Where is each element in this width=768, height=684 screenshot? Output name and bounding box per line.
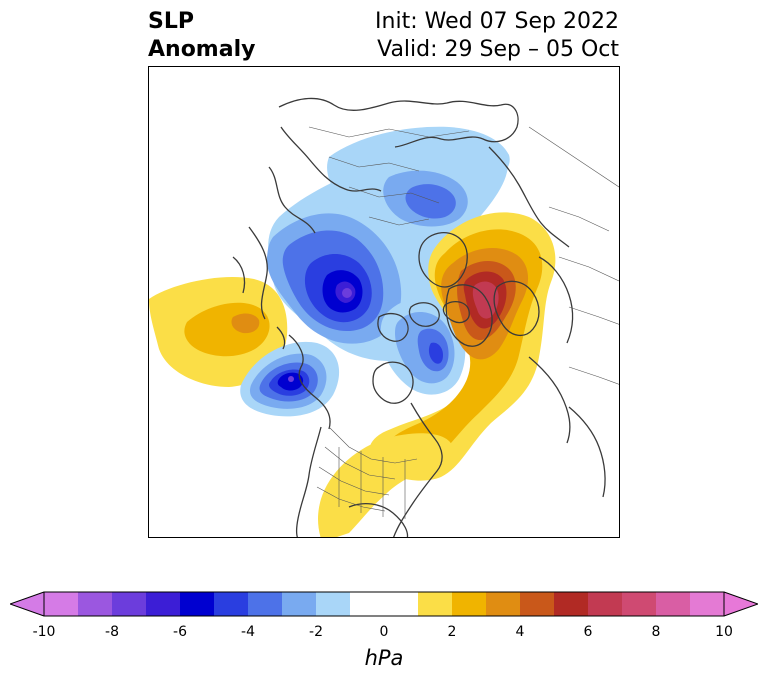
colorbar-cell [486,592,521,616]
colorbar-cell [180,592,215,616]
colorbar-cell [214,592,249,616]
colorbar-tick-label: 10 [715,624,733,640]
colorbar-cell [418,592,453,616]
colorbar-high-extend [724,592,758,616]
colorbar-tick-label: -10 [32,624,56,640]
colorbar-cell [350,592,385,616]
colorbar-tick-label: 4 [515,624,525,640]
colorbar-outline [43,591,725,617]
colorbar-cell [146,592,181,616]
colorbar-cell [588,592,623,616]
colorbar-tick-label: -2 [309,624,323,640]
colorbar-cell [622,592,657,616]
siberian-low-anomaly [327,126,510,236]
scandinavian-high-anomaly [369,212,556,481]
title-field-line2: Anomaly [148,37,256,62]
hudson-bay-low-anomaly [380,298,466,395]
colorbar-cell [112,592,147,616]
colorbar-tick-label: 8 [651,624,661,640]
colorbar-cell [384,592,419,616]
colorbar-cell [520,592,555,616]
colorbar-tick-labels: -10 -8 -6 -4 -2 0 2 4 6 8 10 [0,624,768,644]
colorbar-cell [44,592,79,616]
colorbar-tick-label: -4 [241,624,255,640]
colorbar-low-extend [10,592,44,616]
coastlines [232,97,606,537]
colorbar-cell [316,592,351,616]
title-valid-range: Valid: 29 Sep – 05 Oct [377,37,619,62]
colorbar-cells [44,592,725,616]
aleutian-high-anomaly [149,277,288,387]
colorbar-tick-label: -8 [105,624,119,640]
colorbar [10,591,758,617]
colorbar-tick-label: 6 [583,624,593,640]
colorbar-tick-label: -6 [173,624,187,640]
colorbar-cell [452,592,487,616]
colorbar-tick-label: 2 [447,624,457,640]
colorbar-cell [656,592,691,616]
gulf-of-alaska-low-anomaly [240,341,340,417]
political-borders [308,126,619,519]
colorbar-cell [248,592,283,616]
title-field-line1: SLP [148,9,194,34]
colorbar-unit-label: hPa [364,646,404,670]
colorbar-cell [690,592,725,616]
title-right: Init: Wed 07 Sep 2022 Valid: 29 Sep – 05… [375,8,619,64]
eastern-us-high-anomaly [318,433,453,537]
map-panel [148,66,620,538]
colorbar-cell [78,592,113,616]
colorbar-cell [554,592,589,616]
title-left: SLP Anomaly [148,8,255,64]
colorbar-cell [282,592,317,616]
colorbar-tick-label: 0 [379,624,389,640]
slp-anomaly-map [149,97,619,537]
title-init-date: Init: Wed 07 Sep 2022 [375,9,619,34]
